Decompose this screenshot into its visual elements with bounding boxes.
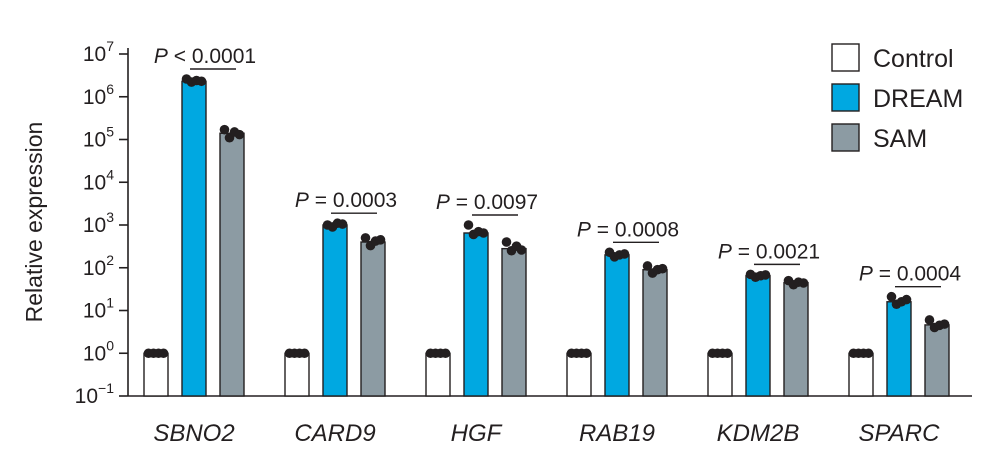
y-tick-label: 105 <box>83 124 114 152</box>
y-tick-label: 101 <box>83 295 114 323</box>
bar-dream-hgf <box>463 232 489 397</box>
bar-dream-sparc <box>886 301 912 397</box>
data-point-dream-sparc <box>886 291 897 302</box>
legend-label-control: Control <box>873 45 954 73</box>
legend-swatch-dream <box>831 83 860 112</box>
data-point-sam-rab19 <box>642 261 653 271</box>
bar-control-card9 <box>284 352 310 397</box>
data-point-dream-rab19 <box>619 249 630 259</box>
y-tick-label: 107 <box>83 38 114 66</box>
y-tick-label: 106 <box>83 81 114 109</box>
p-value-label: P = 0.0021 <box>718 240 820 263</box>
x-category-label: RAB19 <box>579 420 655 447</box>
data-point-control-hgf <box>440 348 451 359</box>
x-category-label: HGF <box>451 420 503 447</box>
data-point-dream-card9 <box>337 219 348 229</box>
data-point-dream-sparc <box>901 294 912 305</box>
x-category-label: SBNO2 <box>153 420 234 447</box>
p-value-label: P = 0.0003 <box>295 189 397 212</box>
bar-dream-sbno2 <box>181 80 207 397</box>
legend-swatch-sam <box>831 123 860 152</box>
p-value-label: P = 0.0008 <box>577 218 679 241</box>
legend-label-sam: SAM <box>873 125 927 153</box>
data-point-sam-card9 <box>360 233 371 243</box>
bar-control-kdm2b <box>707 352 733 397</box>
data-point-sam-hgf <box>516 245 527 255</box>
data-point-control-sbno2 <box>158 348 169 359</box>
bar-control-sbno2 <box>143 352 169 397</box>
data-point-control-sparc <box>863 348 874 359</box>
data-point-dream-kdm2b <box>760 270 771 280</box>
p-value-label: P < 0.0001 <box>154 45 256 68</box>
y-tick-label: 100 <box>83 337 114 365</box>
bar-sam-card9 <box>360 241 386 397</box>
data-point-sam-sparc <box>939 319 950 329</box>
bar-sam-hgf <box>501 247 527 397</box>
data-point-control-card9 <box>299 348 310 359</box>
x-category-label: CARD9 <box>294 420 375 447</box>
data-point-sam-sbno2 <box>219 124 230 135</box>
bar-sam-sparc <box>924 324 950 397</box>
y-axis-label: Relative expression <box>21 122 47 323</box>
data-point-dream-hgf <box>478 228 489 238</box>
bar-control-hgf <box>425 352 451 397</box>
data-point-sam-hgf <box>501 237 512 247</box>
bar-dream-card9 <box>322 224 348 397</box>
y-tick-label: 104 <box>83 166 114 194</box>
data-point-sam-rab19 <box>657 263 668 274</box>
y-tick-label: 103 <box>83 209 114 237</box>
bar-dream-kdm2b <box>745 275 771 397</box>
data-point-sam-sparc <box>924 315 935 325</box>
legend-label-dream: DREAM <box>873 85 963 113</box>
data-point-control-kdm2b <box>722 348 733 359</box>
data-point-sam-sbno2 <box>234 129 245 140</box>
legend-swatch-control <box>831 43 860 72</box>
p-value-label: P = 0.0004 <box>859 263 961 286</box>
data-point-dream-sbno2 <box>196 76 207 87</box>
x-category-label: SPARC <box>859 420 941 447</box>
p-value-label: P = 0.0097 <box>436 191 538 214</box>
bar-dream-rab19 <box>604 254 630 397</box>
data-point-control-rab19 <box>581 348 592 359</box>
bar-sam-kdm2b <box>783 281 809 397</box>
bar-control-rab19 <box>566 352 592 397</box>
data-point-dream-hgf <box>463 220 474 230</box>
bar-control-sparc <box>848 352 874 397</box>
x-category-label: KDM2B <box>717 420 800 447</box>
y-tick-label: 102 <box>83 252 114 280</box>
bar-sam-rab19 <box>642 269 668 397</box>
data-point-sam-kdm2b <box>798 278 809 288</box>
data-point-sam-card9 <box>375 235 386 245</box>
bar-sam-sbno2 <box>219 132 245 397</box>
y-tick-label: 10−1 <box>75 380 115 408</box>
